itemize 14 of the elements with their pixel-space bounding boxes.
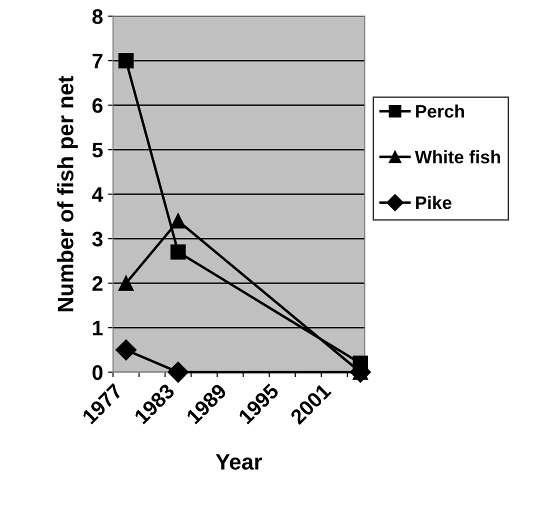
x-axis-title: Year	[216, 454, 262, 470]
y-tick-label: 2	[92, 276, 102, 291]
legend-label: White fish	[414, 150, 500, 164]
y-tick-label: 0	[92, 365, 102, 380]
y-tick-label: 1	[93, 320, 103, 336]
y-tick-label: 6	[92, 98, 103, 113]
y-tick-label: 7	[92, 54, 102, 68]
y-tick-label: 8	[92, 9, 103, 24]
legend-label: Perch	[416, 104, 464, 118]
legend-label: Pike	[416, 196, 452, 210]
y-axis-title: Number of fish per net	[57, 76, 78, 312]
y-tick-label: 4	[92, 187, 104, 202]
y-tick-label: 3	[92, 232, 103, 246]
y-tick-label: 5	[92, 142, 103, 158]
